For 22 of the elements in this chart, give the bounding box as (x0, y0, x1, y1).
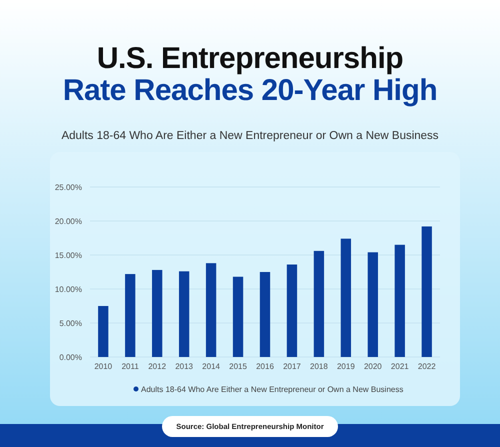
x-tick-label: 2013 (175, 362, 194, 371)
x-tick-label: 2016 (256, 362, 274, 371)
x-tick-label: 2014 (202, 362, 221, 371)
x-tick-label: 2019 (336, 362, 356, 371)
y-tick-label: 15.00% (54, 250, 82, 260)
x-tick-label: 2012 (148, 362, 167, 371)
x-tick-label: 2010 (94, 362, 113, 371)
x-tick-label: 2015 (229, 362, 248, 371)
chart-subtitle: Adults 18-64 Who Are Either a New Entrepreneur or Own a New Business (61, 130, 439, 142)
chart-title: U.S. Entrepreneurship Rate Reaches 20-Year High (62, 42, 438, 107)
x-tick-label: 2021 (390, 362, 410, 371)
y-tick-label: 5.00% (59, 318, 82, 328)
y-tick-label: 25.00% (54, 182, 82, 192)
y-tick-label: 20.00% (54, 216, 82, 226)
x-tick-label: 2018 (310, 362, 328, 371)
y-tick-label: 10.00% (54, 284, 82, 294)
legend-label: Adults 18-64 Who Are Either a New Entrepreneur or Own a New Business (141, 384, 404, 394)
x-tick-label: 2020 (364, 362, 382, 371)
y-tick-label: 0.00% (59, 352, 82, 362)
x-tick-label: 2022 (418, 362, 436, 371)
x-tick-label: 2017 (283, 362, 302, 371)
x-tick-label: 2011 (122, 362, 140, 371)
